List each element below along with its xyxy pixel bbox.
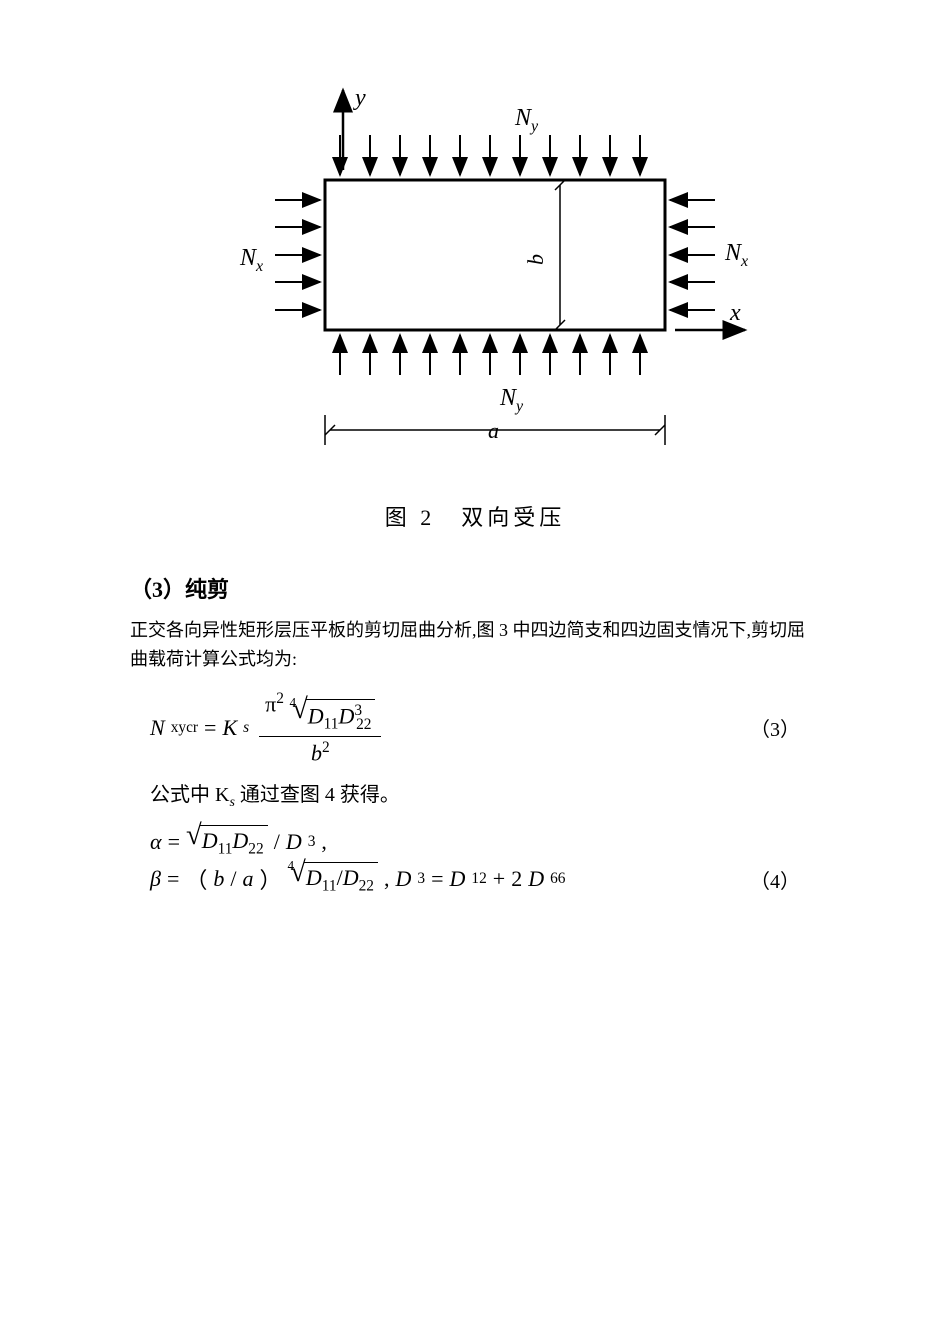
eq4a-D11-sub: 11: [218, 840, 233, 857]
eq4b-D12: D: [449, 866, 465, 892]
eq3-b: b: [311, 740, 322, 765]
section-3-body: 正交各向异性矩形层压平板的剪切屈曲分析,图 3 中四边简支和四边固支情况下,剪切…: [130, 616, 820, 674]
eq4a-alpha: α: [150, 829, 162, 855]
eq3-number: （3）: [750, 713, 800, 742]
eq3-D11: D: [308, 703, 324, 728]
eq4a-D22-sub: 22: [248, 840, 263, 857]
equation-3: Nxycr = Ks π2 4 √ D11D322 b2 （3）: [130, 690, 820, 766]
eq4a-D3-sub: 3: [308, 833, 316, 851]
y-axis-label: y: [353, 85, 366, 111]
eq4b-D11: D: [306, 865, 322, 890]
ny-bottom-arrows: [340, 335, 640, 375]
note-tail: 通过查图 4 获得。: [235, 784, 400, 806]
eq4b-D22-sub: 22: [359, 878, 374, 895]
note-after-eq3: 公式中 Ks 通过查图 4 获得。: [150, 778, 820, 811]
eq3-pi: π: [265, 691, 276, 716]
eq3-D22-sub: 22: [356, 716, 371, 733]
figure-2-diagram: y x Ny: [195, 60, 755, 480]
eq3-N-sub: xycr: [171, 719, 198, 737]
nx-left-arrows: [275, 200, 320, 310]
eq4b-beta: β: [150, 866, 161, 892]
eq3-D22: D: [338, 703, 354, 728]
eq4-number: （4）: [750, 865, 800, 894]
eq4b-D11-sub: 11: [322, 878, 337, 895]
eq3-root-index: 4: [289, 695, 296, 711]
eq3-b-sup: 2: [322, 739, 330, 756]
eq4a-D22: D: [232, 828, 248, 853]
section-3-heading: （3）纯剪: [130, 572, 820, 604]
ny-top-arrows: [340, 135, 640, 175]
note-prefix: 公式中 K: [150, 784, 229, 806]
eq4a-D11: D: [202, 828, 218, 853]
eq4b-D3-sub: 3: [417, 870, 425, 888]
nx-left-label: Nx: [239, 245, 263, 275]
eq4b-two: 2: [511, 866, 522, 892]
nx-right-arrows: [670, 200, 715, 310]
eq4b-D12-sub: 12: [471, 870, 486, 888]
figure-2-caption: 图 2 双向受压: [385, 500, 566, 532]
equation-4a: α = √ D11D22 /D3 ,: [130, 825, 820, 858]
eq4b-D66: D: [528, 866, 544, 892]
eq4b-D22: D: [343, 865, 359, 890]
eq3-pi-sup: 2: [276, 690, 284, 707]
b-dim-label: b: [523, 254, 548, 265]
a-dim-label: a: [488, 418, 499, 443]
eq4a-D3: D: [286, 829, 302, 855]
nx-right-label: Nx: [724, 240, 748, 270]
eq4b-a: a: [243, 866, 254, 892]
eq4b-root-index: 4: [288, 858, 295, 874]
eq3-K-sub: s: [243, 719, 249, 737]
ny-top-label: Ny: [514, 105, 539, 135]
x-axis-label: x: [729, 300, 741, 326]
eq4b-D66-sub: 66: [550, 870, 565, 888]
eq3-D11-sub: 11: [324, 716, 339, 733]
ny-bottom-label: Ny: [499, 385, 524, 415]
equation-4b: β = （b/a） 4 √ D11/D22 , D3 = D12 + 2D66 …: [130, 862, 820, 895]
eq4b-b: b: [213, 866, 224, 892]
eq3-K: K: [222, 715, 237, 741]
eq4b-D3: D: [395, 866, 411, 892]
figure-2-container: y x Ny: [130, 60, 820, 532]
eq3-N: N: [150, 715, 165, 741]
